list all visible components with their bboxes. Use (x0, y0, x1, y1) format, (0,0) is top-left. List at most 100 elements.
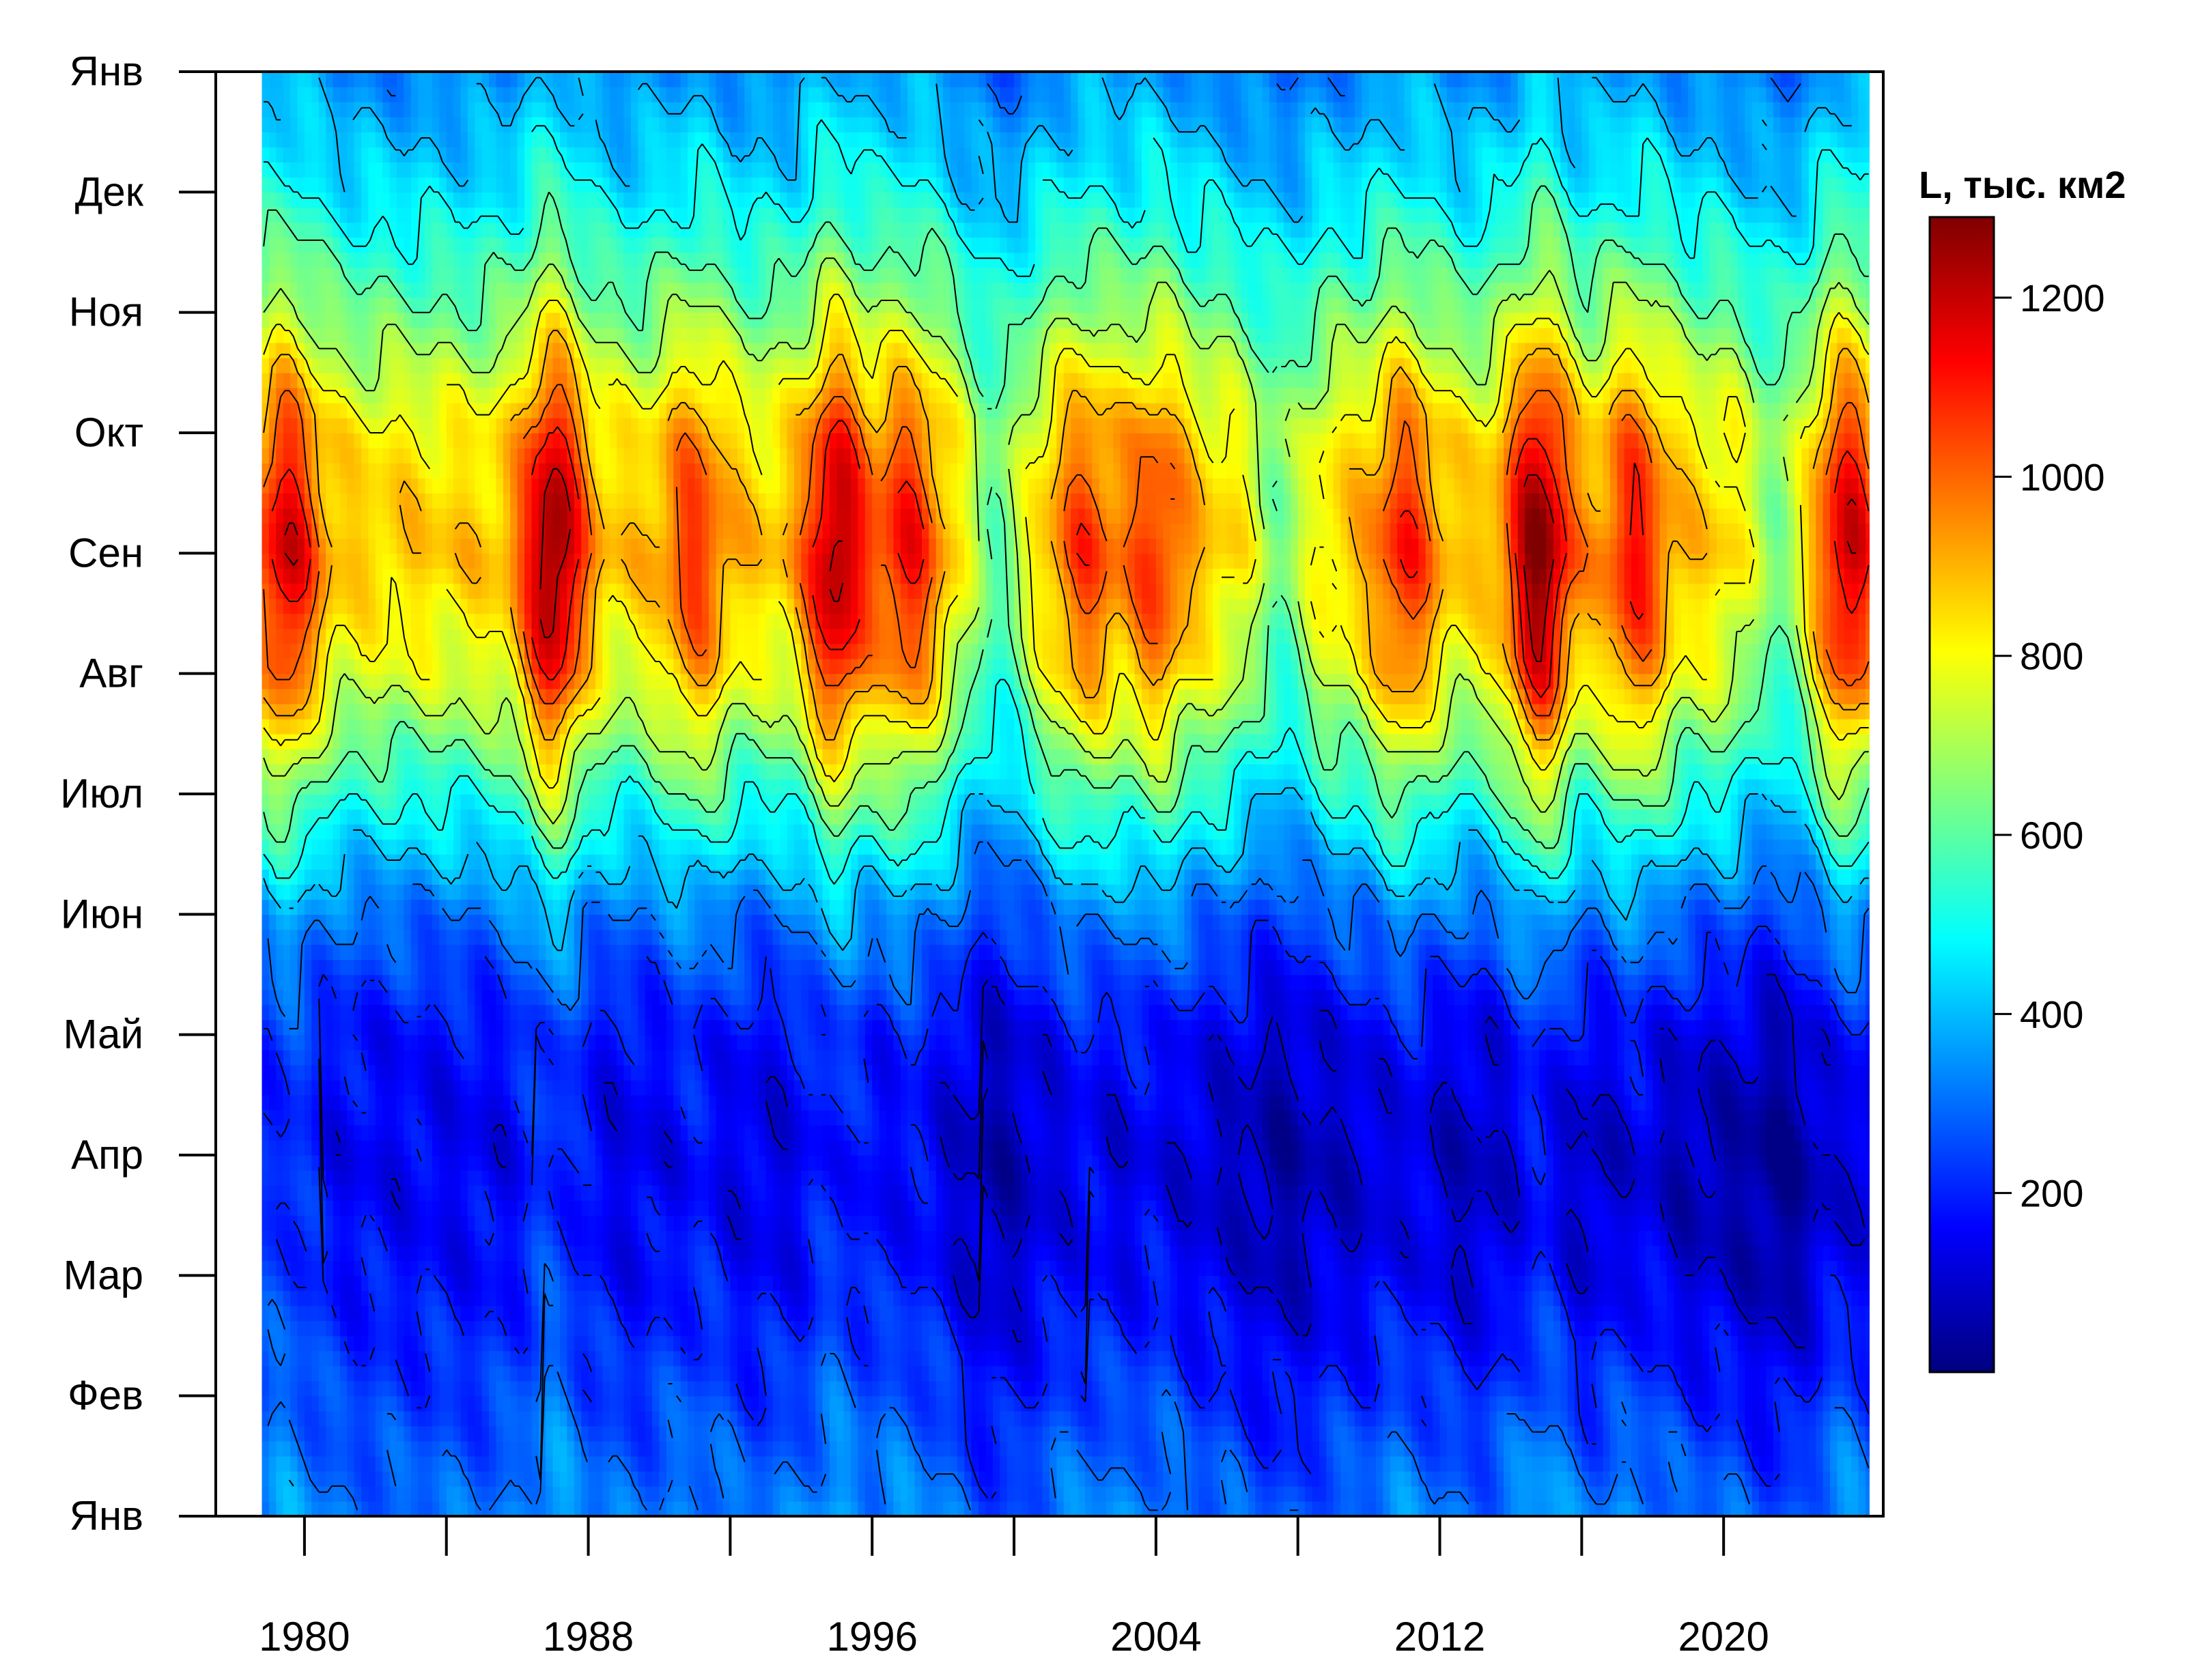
heatmap-cell (517, 1275, 525, 1292)
heatmap-cell (439, 1395, 447, 1412)
heatmap-cell (574, 1290, 582, 1307)
heatmap-cell (460, 1425, 468, 1442)
heatmap-cell (552, 763, 561, 780)
heatmap-cell (326, 87, 334, 102)
heatmap-cell (382, 733, 391, 750)
heatmap-cell (617, 102, 625, 117)
heatmap-cell (623, 1200, 632, 1216)
heatmap-cell (524, 523, 533, 539)
heatmap-cell (510, 779, 518, 795)
heatmap-cell (467, 357, 476, 373)
heatmap-cell (602, 402, 610, 418)
heatmap-cell (481, 1275, 490, 1292)
heatmap-cell (318, 1335, 326, 1352)
heatmap-cell (283, 1094, 291, 1111)
heatmap-cell (339, 899, 348, 915)
heatmap-cell (347, 854, 355, 870)
heatmap-cell (425, 282, 433, 298)
heatmap-cell (460, 598, 468, 614)
heatmap-cell (496, 312, 504, 328)
heatmap-cell (475, 553, 483, 569)
heatmap-cell (623, 1470, 632, 1487)
heatmap-cell (609, 1440, 617, 1457)
heatmap-cell (467, 703, 476, 720)
heatmap-cell (517, 1109, 525, 1126)
heatmap-cell (262, 1079, 270, 1096)
heatmap-cell (489, 252, 497, 268)
heatmap-cell (397, 508, 405, 524)
heatmap-cell (375, 1410, 383, 1427)
heatmap-cell (397, 658, 405, 674)
heatmap-cell (432, 1109, 440, 1126)
heatmap-cell (404, 1440, 412, 1457)
heatmap-cell (602, 342, 610, 358)
heatmap-cell (446, 779, 454, 795)
heatmap-cell (517, 1245, 525, 1262)
heatmap-cell (354, 1455, 362, 1472)
heatmap-cell (276, 854, 284, 870)
heatmap-cell (268, 628, 277, 644)
heatmap-cell (339, 944, 348, 960)
heatmap-cell (397, 733, 405, 750)
heatmap-cell (588, 899, 596, 915)
heatmap-cell (460, 1350, 468, 1367)
heatmap-cell (297, 1365, 305, 1382)
heatmap-cell (489, 1410, 497, 1427)
heatmap-cell (595, 688, 604, 704)
heatmap-cell (460, 794, 468, 810)
heatmap-cell (382, 1410, 391, 1427)
heatmap-cell (361, 1155, 369, 1171)
heatmap-cell (404, 1425, 412, 1442)
heatmap-cell (581, 87, 589, 102)
heatmap-cell (446, 523, 454, 539)
heatmap-cell (333, 1410, 341, 1427)
heatmap-cell (439, 974, 447, 991)
heatmap-cell (382, 1155, 391, 1171)
heatmap-cell (623, 854, 632, 870)
heatmap-cell (453, 508, 462, 524)
heatmap-cell (283, 147, 291, 162)
heatmap-cell (489, 1034, 497, 1051)
heatmap-cell (304, 463, 313, 479)
heatmap-cell (418, 1230, 426, 1246)
heatmap-cell (531, 1425, 539, 1442)
heatmap-cell (347, 1094, 355, 1111)
heatmap-cell (375, 658, 383, 674)
heatmap-cell (567, 493, 575, 509)
heatmap-cell (496, 613, 504, 629)
heatmap-cell (397, 402, 405, 418)
heatmap-cell (560, 703, 568, 720)
heatmap-cell (318, 583, 326, 599)
heatmap-cell (595, 613, 604, 629)
heatmap-cell (389, 1425, 397, 1442)
heatmap-cell (375, 869, 383, 885)
heatmap-cell (617, 402, 625, 418)
heatmap-cell (567, 824, 575, 840)
heatmap-cell (339, 117, 348, 132)
heatmap-cell (389, 448, 397, 464)
heatmap-cell (453, 192, 462, 208)
heatmap-cell (297, 1124, 305, 1141)
heatmap-cell (510, 824, 518, 840)
heatmap-cell (581, 463, 589, 479)
heatmap-cell (268, 1049, 277, 1066)
heatmap-cell (609, 1155, 617, 1171)
heatmap-cell (496, 433, 504, 449)
heatmap-cell (617, 1335, 625, 1352)
heatmap-cell (404, 1064, 412, 1081)
heatmap-cell (546, 387, 554, 403)
heatmap-cell (581, 1124, 589, 1141)
heatmap-cell (333, 177, 341, 193)
heatmap-cell (290, 1380, 298, 1397)
heatmap-cell (595, 1365, 604, 1382)
heatmap-cell (375, 1245, 383, 1262)
heatmap-cell (397, 1380, 405, 1397)
heatmap-cell (418, 1365, 426, 1382)
heatmap-cell (560, 1320, 568, 1337)
heatmap-cell (567, 989, 575, 1006)
heatmap-cell (432, 854, 440, 870)
heatmap-cell (531, 553, 539, 569)
heatmap-cell (581, 1455, 589, 1472)
heatmap-cell (496, 733, 504, 750)
heatmap-cell (439, 207, 447, 223)
